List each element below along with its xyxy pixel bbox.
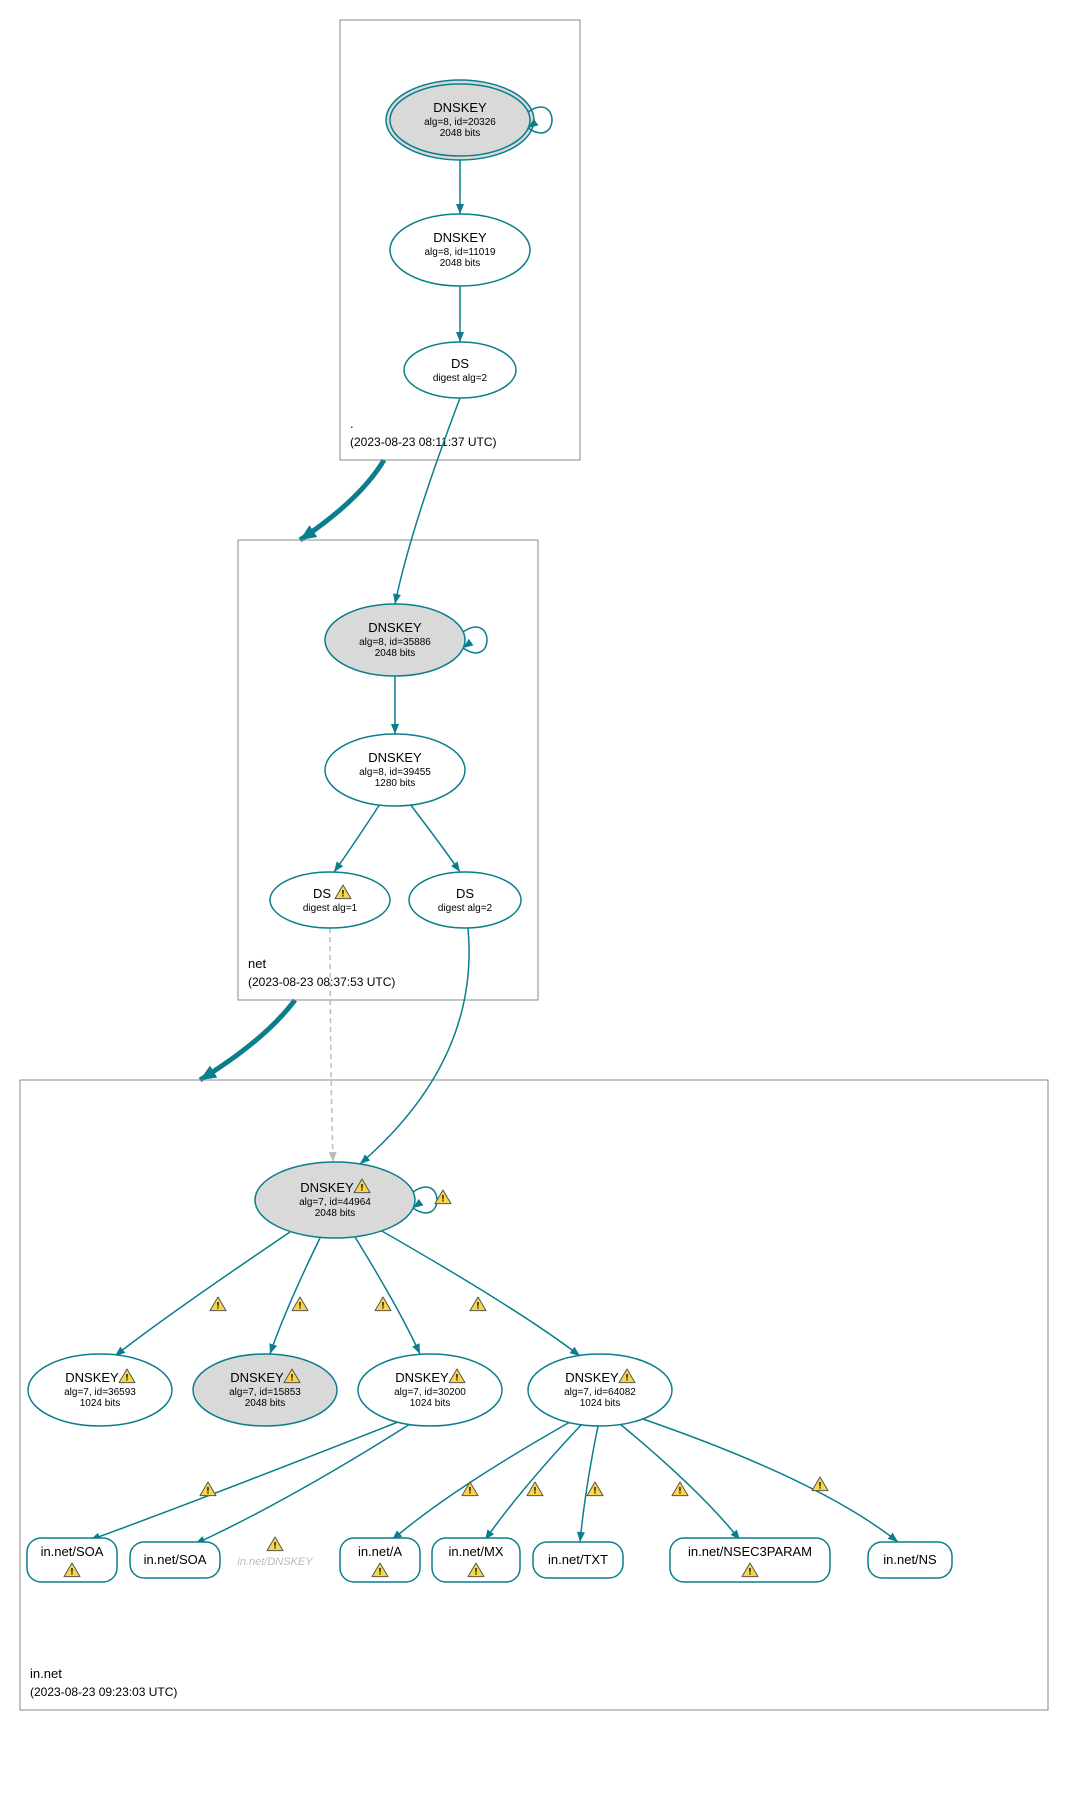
svg-text:alg=7, id=64082: alg=7, id=64082 — [564, 1387, 636, 1398]
svg-text:!: ! — [216, 1301, 219, 1312]
svg-text:!: ! — [474, 1567, 477, 1578]
svg-text:DS: DS — [456, 886, 474, 901]
svg-text:!: ! — [625, 1373, 628, 1384]
svg-text:DNSKEY: DNSKEY — [65, 1370, 119, 1385]
svg-text:2048 bits: 2048 bits — [245, 1398, 286, 1409]
svg-text:!: ! — [678, 1486, 681, 1497]
svg-text:alg=8, id=39455: alg=8, id=39455 — [359, 767, 431, 778]
svg-text:1024 bits: 1024 bits — [80, 1398, 121, 1409]
svg-text:!: ! — [125, 1373, 128, 1384]
svg-text:!: ! — [476, 1301, 479, 1312]
svg-text:1024 bits: 1024 bits — [580, 1398, 621, 1409]
svg-text:in.net/NS: in.net/NS — [883, 1552, 937, 1567]
svg-text:alg=8, id=11019: alg=8, id=11019 — [425, 247, 496, 258]
svg-text:DNSKEY: DNSKEY — [395, 1370, 449, 1385]
svg-text:in.net/NSEC3PARAM: in.net/NSEC3PARAM — [688, 1544, 812, 1559]
svg-text:!: ! — [70, 1567, 73, 1578]
svg-text:!: ! — [378, 1567, 381, 1578]
svg-text:alg=7, id=15853: alg=7, id=15853 — [229, 1387, 301, 1398]
svg-text:1280 bits: 1280 bits — [375, 778, 416, 789]
dnssec-diagram: . (2023-08-23 08:11:37 UTC) net (2023-08-23… — [0, 0, 1068, 1796]
svg-text:DNSKEY: DNSKEY — [433, 100, 487, 115]
svg-text:!: ! — [298, 1301, 301, 1312]
svg-text:(2023-08-23 09:23:03 UTC): (2023-08-23 09:23:03 UTC) — [30, 1685, 177, 1699]
svg-text:!: ! — [468, 1486, 471, 1497]
svg-text:digest alg=2: digest alg=2 — [433, 373, 488, 384]
svg-text:.: . — [350, 416, 354, 431]
svg-text:digest alg=1: digest alg=1 — [303, 903, 358, 914]
svg-text:!: ! — [818, 1481, 821, 1492]
svg-text:digest alg=2: digest alg=2 — [438, 903, 493, 914]
svg-text:!: ! — [533, 1486, 536, 1497]
svg-text:!: ! — [441, 1194, 444, 1205]
svg-text:DNSKEY: DNSKEY — [230, 1370, 284, 1385]
svg-text:in.net/SOA: in.net/SOA — [144, 1552, 207, 1567]
svg-text:!: ! — [455, 1373, 458, 1384]
svg-text:(2023-08-23 08:11:37 UTC): (2023-08-23 08:11:37 UTC) — [350, 435, 497, 449]
svg-text:!: ! — [360, 1183, 363, 1194]
svg-text:alg=7, id=44964: alg=7, id=44964 — [299, 1197, 371, 1208]
svg-text:in.net: in.net — [30, 1666, 62, 1681]
svg-text:DNSKEY: DNSKEY — [433, 230, 487, 245]
svg-text:DNSKEY: DNSKEY — [565, 1370, 619, 1385]
svg-text:DNSKEY: DNSKEY — [300, 1180, 354, 1195]
svg-text:DS: DS — [313, 886, 331, 901]
svg-text:in.net/A: in.net/A — [358, 1544, 402, 1559]
svg-text:in.net/SOA: in.net/SOA — [41, 1544, 104, 1559]
svg-text:!: ! — [593, 1486, 596, 1497]
svg-text:in.net/DNSKEY: in.net/DNSKEY — [237, 1556, 313, 1568]
svg-text:DNSKEY: DNSKEY — [368, 620, 422, 635]
svg-text:!: ! — [748, 1567, 751, 1578]
svg-text:2048 bits: 2048 bits — [440, 128, 481, 139]
svg-text:1024 bits: 1024 bits — [410, 1398, 451, 1409]
svg-text:2048 bits: 2048 bits — [440, 258, 481, 269]
svg-text:(2023-08-23 08:37:53 UTC): (2023-08-23 08:37:53 UTC) — [248, 975, 395, 989]
svg-text:!: ! — [341, 889, 344, 900]
svg-text:in.net/TXT: in.net/TXT — [548, 1552, 608, 1567]
svg-text:DS: DS — [451, 356, 469, 371]
svg-text:2048 bits: 2048 bits — [375, 648, 416, 659]
svg-text:alg=7, id=30200: alg=7, id=30200 — [394, 1387, 466, 1398]
svg-text:alg=7, id=36593: alg=7, id=36593 — [64, 1387, 136, 1398]
svg-text:net: net — [248, 956, 266, 971]
svg-text:DNSKEY: DNSKEY — [368, 750, 422, 765]
svg-text:2048 bits: 2048 bits — [315, 1208, 356, 1219]
svg-text:!: ! — [381, 1301, 384, 1312]
svg-text:!: ! — [290, 1373, 293, 1384]
svg-text:alg=8, id=20326: alg=8, id=20326 — [424, 117, 496, 128]
svg-text:!: ! — [206, 1486, 209, 1497]
svg-text:alg=8, id=35886: alg=8, id=35886 — [359, 637, 431, 648]
svg-text:in.net/MX: in.net/MX — [449, 1544, 504, 1559]
svg-text:!: ! — [273, 1541, 276, 1552]
